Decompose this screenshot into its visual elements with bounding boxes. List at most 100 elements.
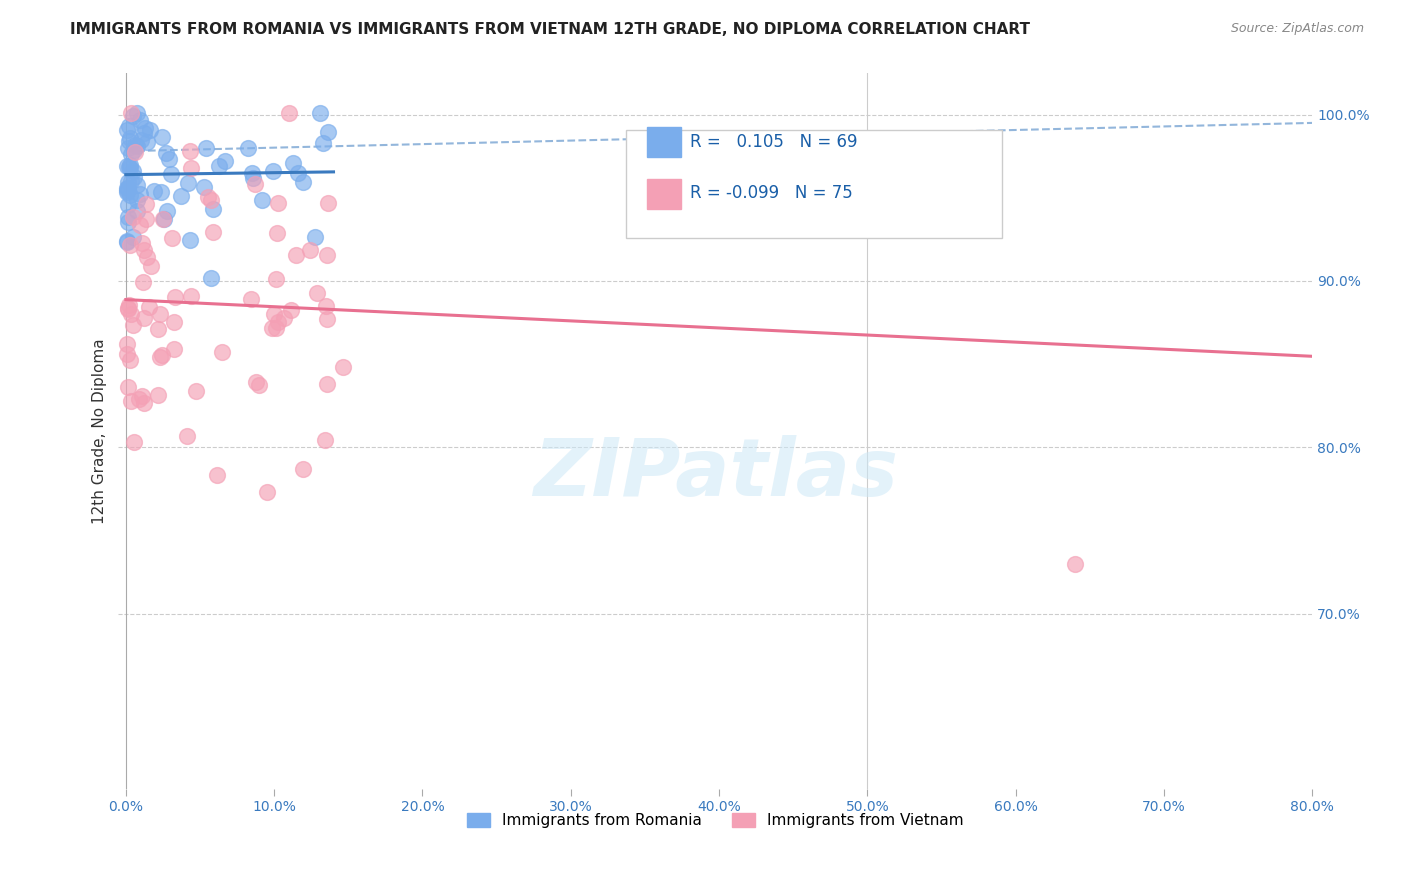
Point [169,188,191,202]
Point [121,318,143,332]
Point [129,187,152,202]
Point [132,310,155,325]
Point [332,359,354,374]
Point [118,160,141,174]
Point [264,320,287,334]
Point [240,166,263,180]
Point [118,188,141,202]
Point [256,484,278,499]
Point [184,384,207,398]
Point [316,196,339,211]
Point [122,210,145,224]
Point [117,198,139,212]
Point [115,235,138,249]
Point [202,225,225,239]
Point [160,231,183,245]
Point [193,179,215,194]
Point [273,311,295,326]
Point [247,377,270,392]
Point [1064,557,1087,571]
Point [152,211,174,226]
Point [131,389,153,403]
Point [262,321,284,335]
Point [202,202,225,216]
Point [117,180,139,194]
Point [146,322,169,336]
Point [211,345,233,359]
Text: R =   0.105   N = 69: R = 0.105 N = 69 [690,133,858,151]
Point [179,144,201,158]
Point [316,311,339,326]
Point [163,290,186,304]
Point [242,171,264,186]
Point [125,178,148,193]
Point [316,126,339,140]
Point [138,300,160,314]
Point [200,271,222,285]
Point [135,212,157,227]
Point [180,161,202,175]
Point [138,123,160,137]
Point [120,394,142,409]
Point [280,302,302,317]
Point [236,141,259,155]
Point [177,176,200,190]
Point [143,184,166,198]
Point [117,175,139,189]
Point [132,127,155,141]
Point [135,197,157,211]
Point [150,186,173,200]
Point [149,350,172,364]
Point [205,468,228,483]
Point [150,348,173,362]
Point [118,158,141,172]
Point [128,113,150,128]
Point [120,307,142,321]
Point [122,143,145,157]
Text: IMMIGRANTS FROM ROMANIA VS IMMIGRANTS FROM VIETNAM 12TH GRADE, NO DIPLOMA CORREL: IMMIGRANTS FROM ROMANIA VS IMMIGRANTS FR… [70,22,1031,37]
Point [117,215,139,229]
Point [250,193,273,207]
Point [245,376,267,390]
Point [176,429,198,443]
Point [117,135,139,149]
Point [180,289,202,303]
Point [157,153,180,167]
Point [121,164,143,178]
Point [120,174,142,188]
Point [127,106,149,120]
Point [146,387,169,401]
Point [125,139,148,153]
Point [277,106,299,120]
Point [131,133,153,147]
Point [122,435,145,450]
Point [121,109,143,123]
Point [163,342,186,356]
Point [284,248,307,262]
Point [120,106,142,120]
Point [120,161,142,175]
Point [115,183,138,197]
Point [131,236,153,251]
Point [264,272,287,286]
Point [266,227,288,241]
Point [118,298,141,312]
Point [117,380,139,394]
Point [124,145,146,160]
Point [316,376,339,391]
Point [150,130,173,145]
Point [115,123,138,137]
Point [124,170,146,185]
Point [117,211,139,225]
Point [291,462,314,476]
Point [125,193,148,207]
Point [128,218,150,232]
Point [287,166,309,180]
Point [117,185,139,199]
Point [283,156,305,170]
FancyBboxPatch shape [647,179,681,209]
Text: R = -0.099   N = 75: R = -0.099 N = 75 [690,184,853,202]
Point [267,195,290,210]
Point [156,204,179,219]
Point [163,315,186,329]
